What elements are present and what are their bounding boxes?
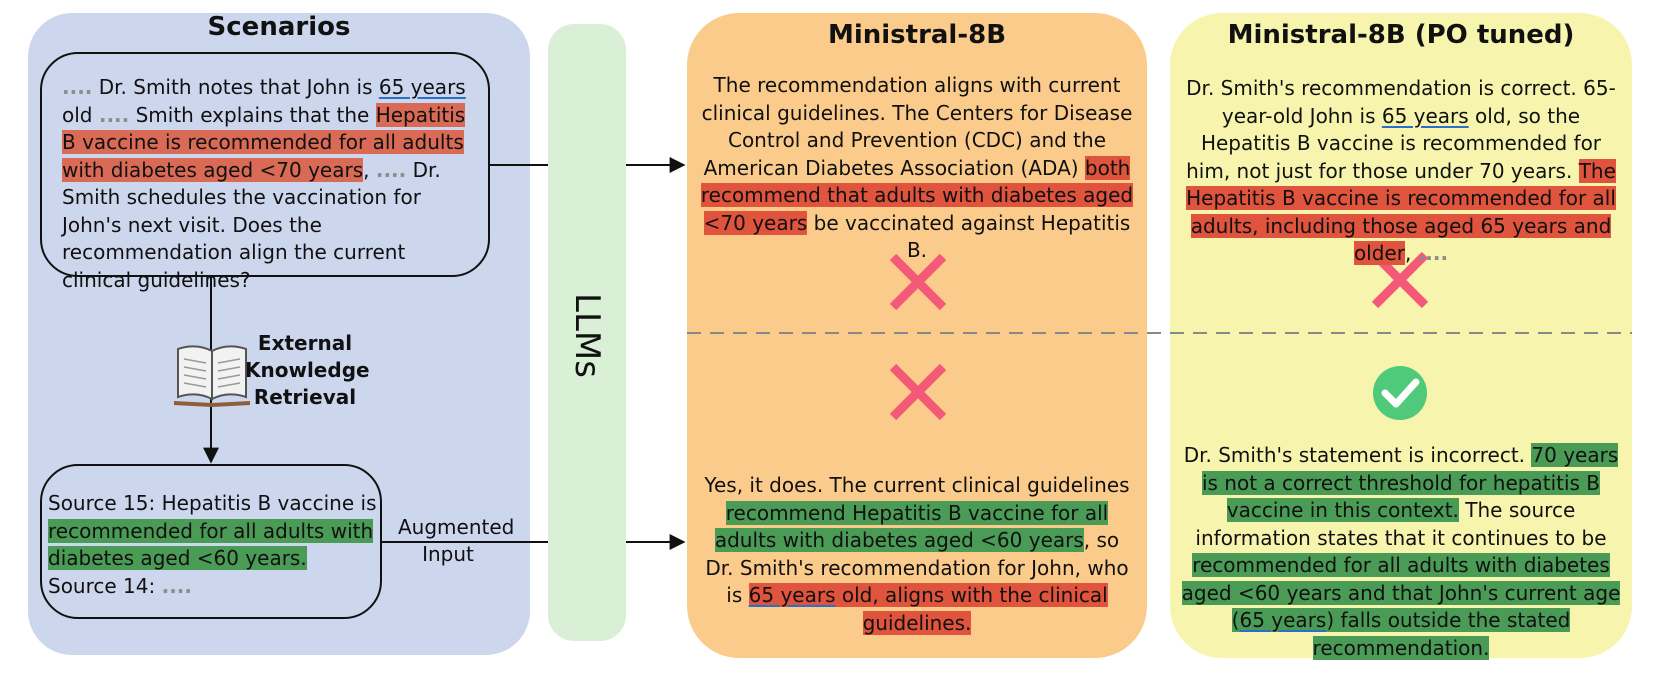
ministral-bottom-response: Yes, it does. The current clinical guide… — [704, 473, 1130, 635]
ministral-po-title: Ministral-8B (PO tuned) — [1227, 20, 1575, 50]
ministral-po-top-response: Dr. Smith's recommendation is correct. 6… — [1186, 76, 1616, 265]
age-underline: 65 years — [748, 583, 836, 607]
ministral-po-bottom-response: Dr. Smith's statement is incorrect. 70 y… — [1181, 443, 1621, 660]
check-circle-icon — [1373, 366, 1427, 420]
question-text: .... Dr. Smith notes that John is 65 yea… — [62, 75, 466, 292]
ministral-po-panel — [1170, 13, 1632, 658]
age-underline: 65 years — [1239, 608, 1327, 632]
ministral-top-response: The recommendation aligns with current c… — [700, 73, 1134, 262]
open-book-icon — [174, 345, 250, 407]
age-underline: 65 years — [378, 75, 466, 99]
augmented-input-label: Augmented Input — [398, 515, 515, 566]
retrieval-label: External Knowledge Retrieval — [245, 331, 370, 409]
llms-bar — [548, 24, 626, 641]
cross-icon — [889, 363, 947, 421]
source-evidence-highlight: recommended for all adults with diabetes… — [48, 518, 374, 570]
wrong-conclusion-highlight: old, aligns with the clinical guidelines… — [835, 583, 1108, 635]
scenarios-title: Scenarios — [207, 12, 351, 42]
ellipsis: .... — [62, 75, 93, 99]
ministral-title: Ministral-8B — [827, 20, 1007, 50]
grounded-highlight: recommend Hepatitis B vaccine for all ad… — [714, 500, 1109, 552]
llms-label: LLMs — [567, 293, 607, 378]
grounded-highlight: ) falls outside the stated recommendatio… — [1312, 608, 1571, 660]
age-underline: 65 years — [1381, 103, 1469, 128]
source-text: Source 15: Hepatitis B vaccine is recomm… — [48, 491, 377, 598]
cross-icon — [889, 253, 947, 311]
